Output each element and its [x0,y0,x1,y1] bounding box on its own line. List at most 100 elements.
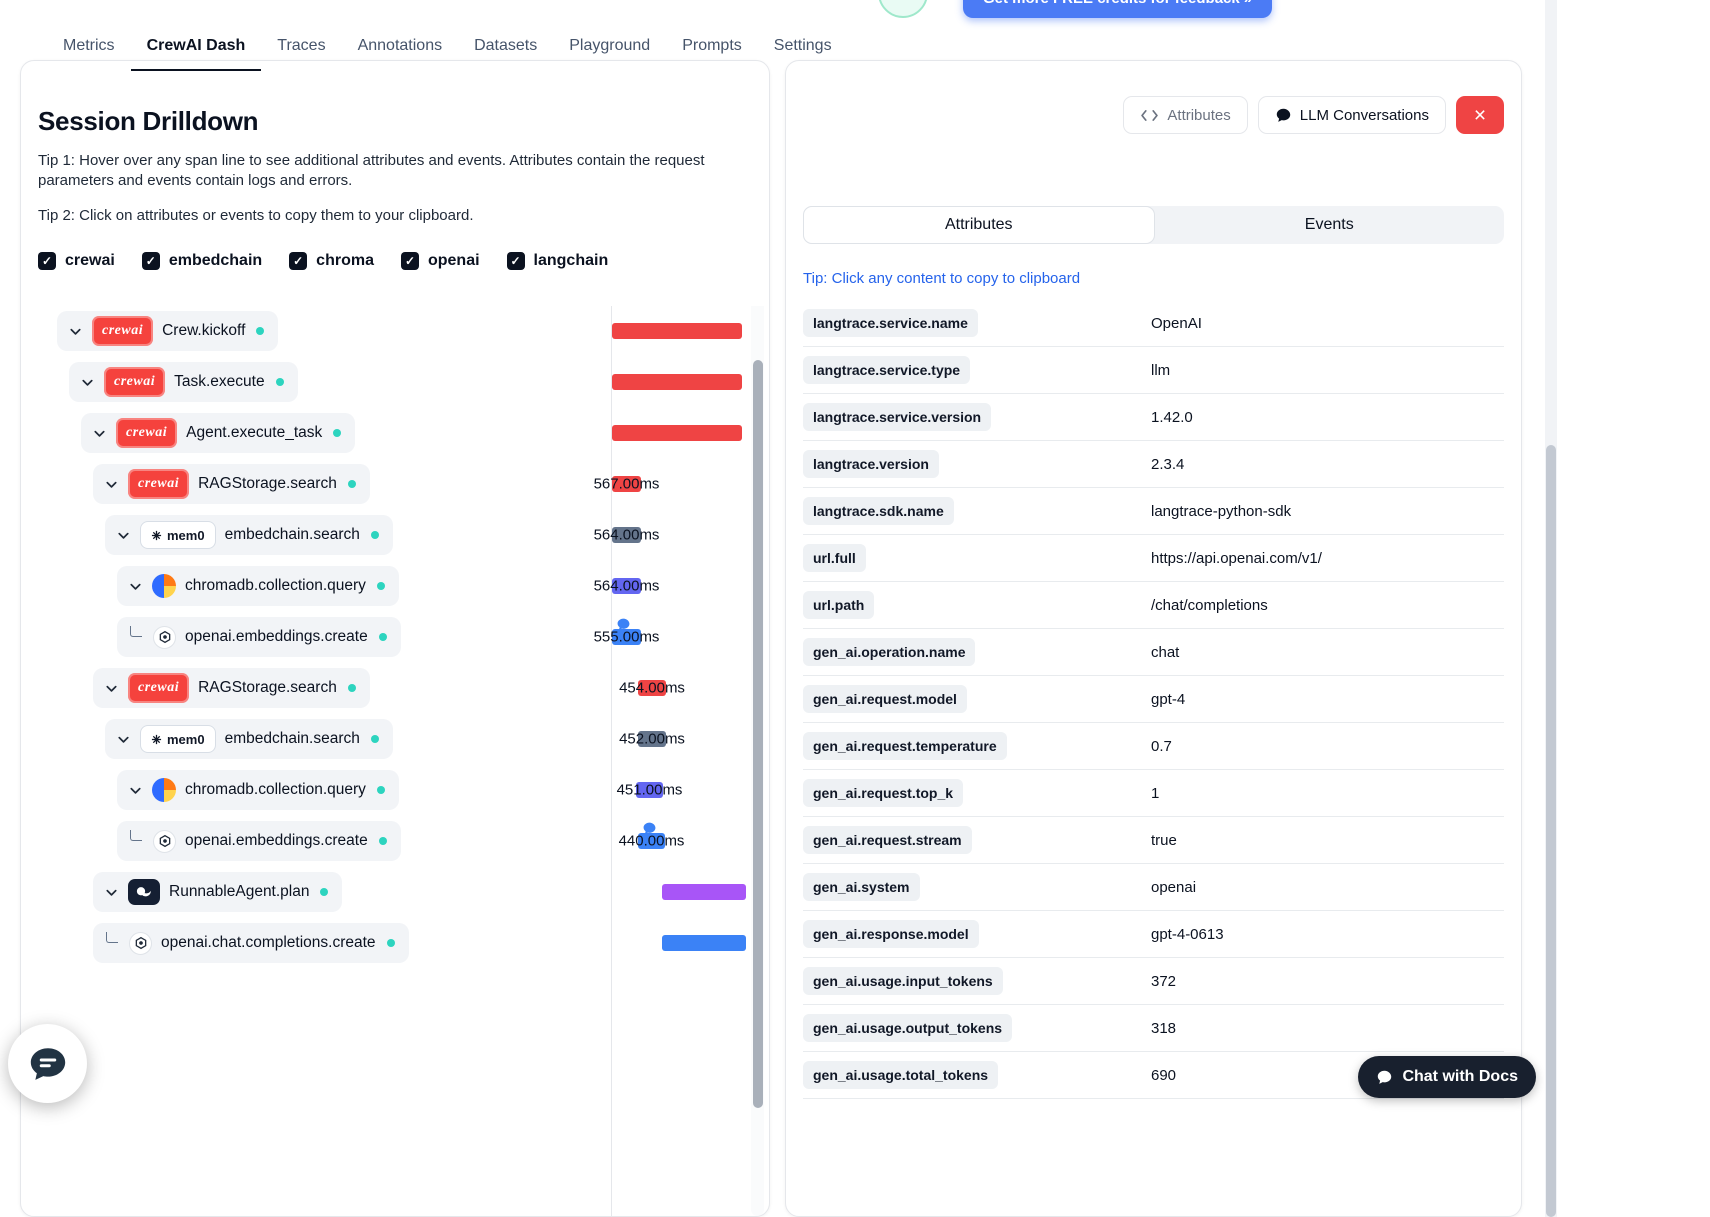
credits-button[interactable]: Get more FREE credits for feedback » [963,0,1273,18]
filter-langchain[interactable]: ✓ langchain [506,251,608,270]
span-duration-bar[interactable] [612,527,641,544]
chevron-down-icon[interactable] [104,681,119,696]
llm-conversations-button[interactable]: LLM Conversations [1257,96,1446,134]
span-name-pill[interactable]: chromadb.collection.query [117,566,399,607]
checkbox-chroma[interactable]: ✓ [289,251,308,270]
filter-embedchain[interactable]: ✓ embedchain [141,251,262,270]
span-duration-bar[interactable] [636,782,663,799]
close-button[interactable]: × [1456,96,1504,134]
attribute-key-pill[interactable]: langtrace.sdk.name [803,497,954,525]
span-row-agent-execute-task[interactable]: crewai Agent.execute_task [21,408,769,459]
span-duration-bar[interactable] [612,476,641,493]
attribute-value[interactable]: gpt-4-0613 [1151,925,1224,943]
span-name-pill[interactable]: openai.embeddings.create [117,617,401,658]
attribute-value[interactable]: 318 [1151,1019,1177,1037]
attribute-key-pill[interactable]: langtrace.service.version [803,403,992,431]
attribute-key-pill[interactable]: gen_ai.request.stream [803,826,972,854]
attribute-value[interactable]: chat [1151,643,1180,661]
span-row-openai-embeddings-create[interactable]: openai.embeddings.create 555.00ms [21,612,769,663]
span-row-openai-embeddings-create[interactable]: openai.embeddings.create 440.00ms [21,816,769,867]
attribute-value[interactable]: llm [1151,361,1171,379]
attribute-key-pill[interactable]: gen_ai.operation.name [803,638,976,666]
attribute-value[interactable]: 2.3.4 [1151,455,1185,473]
chat-with-docs-button[interactable]: Chat with Docs [1358,1056,1536,1098]
chevron-down-icon[interactable] [104,885,119,900]
tab-metrics[interactable]: Metrics [63,37,115,54]
span-duration-bar[interactable] [662,935,746,952]
span-duration-bar[interactable] [612,374,742,391]
span-duration-bar[interactable] [638,680,666,697]
copy-tip[interactable]: Tip: Click any content to copy to clipbo… [803,270,1081,287]
span-name-pill[interactable]: crewai Task.execute [69,362,298,403]
chevron-down-icon[interactable] [128,579,143,594]
attribute-value[interactable]: OpenAI [1151,314,1202,332]
attribute-value[interactable]: langtrace-python-sdk [1151,502,1292,520]
span-name-pill[interactable]: crewai RAGStorage.search [93,464,370,505]
attribute-key-pill[interactable]: gen_ai.response.model [803,920,979,948]
span-duration-bar[interactable] [638,731,666,748]
attribute-key-pill[interactable]: gen_ai.request.temperature [803,732,1007,760]
span-name-pill[interactable]: mem0 embedchain.search [105,719,393,760]
span-row-openai-chat-completions-create[interactable]: openai.chat.completions.create [21,918,769,969]
span-name-pill[interactable]: mem0 embedchain.search [105,515,393,556]
chevron-down-icon[interactable] [92,426,107,441]
span-row-ragstorage-search[interactable]: crewai RAGStorage.search 454.00ms [21,663,769,714]
attribute-key-pill[interactable]: gen_ai.usage.output_tokens [803,1014,1013,1042]
checkbox-openai[interactable]: ✓ [400,251,419,270]
filter-crewai[interactable]: ✓ crewai [38,251,115,270]
checkbox-embedchain[interactable]: ✓ [141,251,160,270]
chat-widget-launcher[interactable] [8,1024,87,1103]
chevron-down-icon[interactable] [116,732,131,747]
span-row-embedchain-search[interactable]: mem0 embedchain.search 452.00ms [21,714,769,765]
attribute-key-pill[interactable]: gen_ai.request.model [803,685,967,713]
tab-playground[interactable]: Playground [569,37,651,54]
checkbox-langchain[interactable]: ✓ [506,251,525,270]
checkbox-crewai[interactable]: ✓ [38,251,56,270]
attribute-key-pill[interactable]: gen_ai.request.top_k [803,779,964,807]
tab-settings[interactable]: Settings [773,37,832,54]
tab-crewai-dash[interactable]: CrewAI Dash [130,37,262,71]
chevron-down-icon[interactable] [128,783,143,798]
attribute-value[interactable]: openai [1151,878,1197,896]
span-duration-bar[interactable] [612,425,742,442]
page-scrollbar[interactable] [1545,0,1557,1217]
attribute-value[interactable]: gpt-4 [1151,690,1186,708]
span-duration-bar[interactable] [662,884,746,901]
attribute-value[interactable]: 1 [1151,784,1160,802]
span-name-pill[interactable]: crewai RAGStorage.search [93,668,370,709]
attribute-key-pill[interactable]: langtrace.version [803,450,939,478]
chevron-down-icon[interactable] [104,477,119,492]
tab-annotations[interactable]: Annotations [357,37,443,54]
span-row-embedchain-search[interactable]: mem0 embedchain.search 564.00ms [21,510,769,561]
tab-prompts[interactable]: Prompts [682,37,742,54]
attribute-value[interactable]: 372 [1151,972,1177,990]
attribute-value[interactable]: 1.42.0 [1151,408,1193,426]
span-row-ragstorage-search[interactable]: crewai RAGStorage.search 567.00ms [21,459,769,510]
attribute-value[interactable]: true [1151,831,1177,849]
details-tab-attributes[interactable]: Attributes [803,206,1155,244]
span-name-pill[interactable]: crewai Crew.kickoff [57,311,279,352]
span-name-pill[interactable]: openai.chat.completions.create [93,923,409,964]
chevron-down-icon[interactable] [68,324,83,339]
span-row-chromadb-collection-query[interactable]: chromadb.collection.query 564.00ms [21,561,769,612]
span-name-pill[interactable]: crewai Agent.execute_task [81,413,356,454]
span-duration-bar[interactable] [612,629,641,646]
tree-scrollbar-thumb[interactable] [752,359,763,1108]
attribute-value[interactable]: 690 [1151,1066,1177,1084]
attributes-button[interactable]: Attributes [1123,96,1248,134]
attribute-value[interactable]: 0.7 [1151,737,1172,755]
page-scrollbar-thumb[interactable] [1546,445,1556,1217]
tab-datasets[interactable]: Datasets [474,37,538,54]
chevron-down-icon[interactable] [80,375,95,390]
span-row-crew-kickoff[interactable]: crewai Crew.kickoff [21,306,769,357]
attribute-value[interactable]: /chat/completions [1151,596,1268,614]
attribute-key-pill[interactable]: gen_ai.usage.total_tokens [803,1061,999,1089]
attribute-value[interactable]: https://api.openai.com/v1/ [1151,549,1322,567]
details-tab-events[interactable]: Events [1304,216,1354,233]
attribute-key-pill[interactable]: langtrace.service.type [803,356,971,384]
span-row-runnableagent-plan[interactable]: RunnableAgent.plan [21,867,769,918]
span-name-pill[interactable]: RunnableAgent.plan [93,872,343,913]
span-duration-bar[interactable] [612,323,742,340]
span-name-pill[interactable]: chromadb.collection.query [117,770,399,811]
chevron-down-icon[interactable] [116,528,131,543]
